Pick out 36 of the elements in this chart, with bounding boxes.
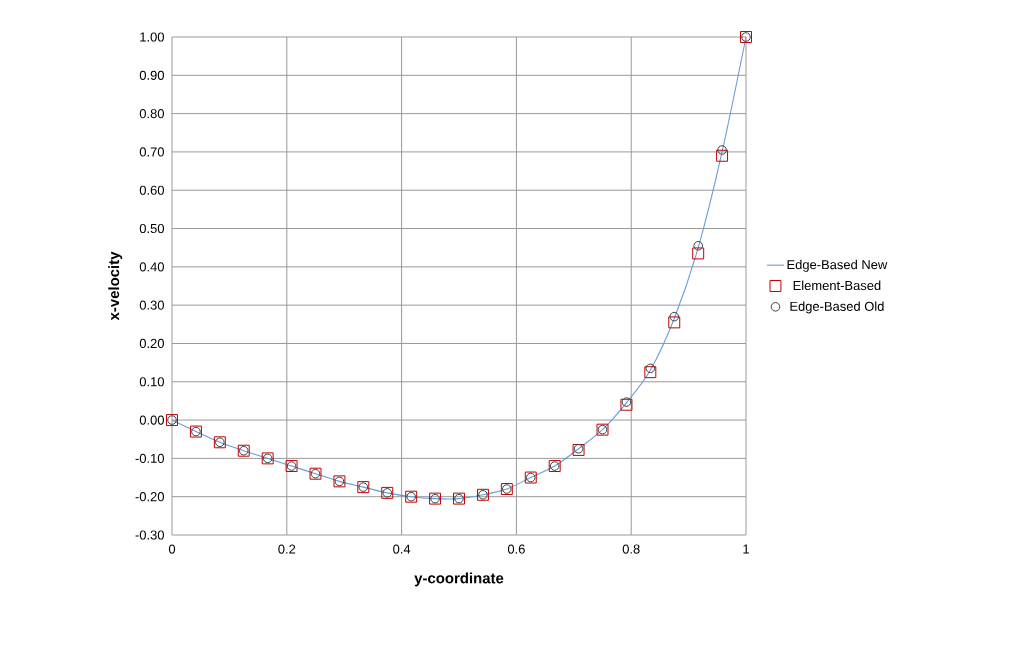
legend-label: Element-Based [793, 280, 881, 291]
line-series [171, 36, 747, 500]
legend-label: Edge-Based Old [790, 301, 884, 314]
x-tick-label: 0.6 [507, 544, 525, 554]
point [692, 247, 705, 260]
point [645, 363, 656, 374]
y-tick-label: 0.10 [139, 377, 164, 387]
y-tick-label: 0.70 [139, 147, 164, 157]
y-tick-label: 0.20 [139, 338, 164, 349]
x-tick-label: 1 [743, 544, 749, 554]
y-tick-label: 0.30 [139, 300, 164, 310]
point [717, 145, 727, 155]
y-tick-label: 1.00 [140, 32, 164, 42]
point [693, 240, 703, 251]
x-axis-title: y-coordinate [414, 572, 504, 587]
point [644, 366, 657, 379]
point [621, 397, 632, 407]
legend-label: Edge-Based New [787, 259, 888, 272]
point [620, 398, 633, 411]
y-tick-label: 0.60 [139, 185, 164, 195]
y-tick-label: 0.50 [139, 223, 164, 234]
y-tick-label: 0.80 [139, 109, 164, 119]
y-tick-label: -0.20 [135, 492, 164, 502]
y-tick-label: -0.30 [135, 530, 164, 540]
y-tick-label: 0.40 [139, 262, 164, 272]
y-tick-label: 0.00 [139, 415, 164, 425]
point [716, 149, 729, 162]
y-axis-title: x-velocity [108, 251, 123, 321]
x-tick-label: 0.2 [278, 544, 296, 554]
x-tick-label: 0.4 [393, 544, 411, 554]
x-tick-label: 0.8 [622, 544, 640, 554]
x-tick-label: 0 [168, 544, 176, 554]
point [669, 311, 680, 322]
y-tick-label: -0.10 [135, 453, 164, 463]
y-tick-label: 0.90 [139, 70, 164, 80]
point [668, 316, 681, 329]
